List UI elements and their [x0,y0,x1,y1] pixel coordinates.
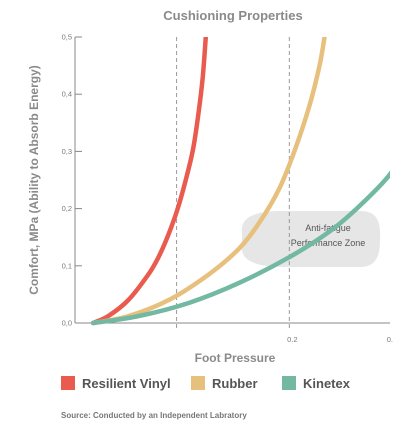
series-lines [90,37,390,326]
y-tick-label-3: 0,3 [62,147,72,156]
y-tick-label-0: 0,0 [62,319,72,328]
legend: Resilient Vinyl Rubber Kinetex [61,376,351,391]
plot-frame [74,37,390,324]
legend-label-rubber: Rubber [212,376,258,391]
series-line-resilient-vinyl [90,37,209,326]
y-tick-label-1: 0,1 [62,261,72,270]
zone-label-line-2: Performance Zone [291,238,366,248]
performance-zone-shape [241,211,381,267]
series-line-rubber [90,37,327,326]
legend-swatch-resilient-vinyl [61,376,75,390]
legend-label-kinetex: Kinetex [303,376,351,391]
y-tick-label-4: 0,4 [62,90,72,99]
performance-zone: Anti-fatigue Performance Zone [241,211,381,267]
series-line-kinetex [90,170,390,326]
chart-title: Cushioning Properties [163,8,302,23]
legend-swatch-kinetex [282,376,296,390]
y-tick-label-5: 0,5 [62,33,72,42]
x-tick-label-1: 0. [387,335,393,344]
y-axis-label: Comfort, MPa (Ability to Absorb Energy) [27,65,41,295]
source-note: Source: Conducted by an Independent Labr… [61,411,247,420]
y-ticks: 0,0 0,1 0,2 0,3 0,4 0,5 [62,33,82,328]
legend-label-resilient-vinyl: Resilient Vinyl [82,376,171,391]
x-tick-label-0: 0.2 [287,335,297,344]
y-tick-label-2: 0,2 [62,204,72,213]
zone-label-line-1: Anti-fatigue [305,223,351,233]
legend-swatch-rubber [191,376,205,390]
x-ticks: 0.2 0. [287,335,393,344]
x-axis-label: Foot Pressure [195,351,276,365]
